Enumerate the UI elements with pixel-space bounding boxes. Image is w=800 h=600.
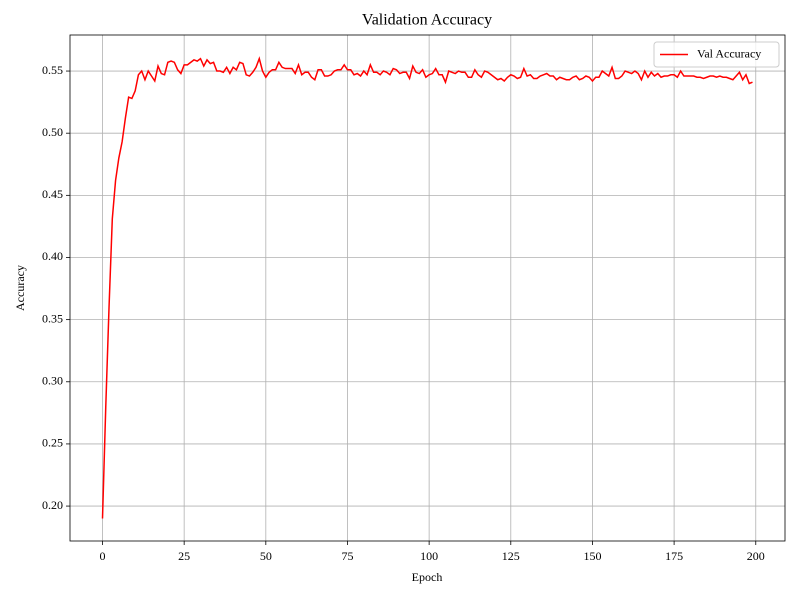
legend-label: Val Accuracy bbox=[697, 46, 761, 60]
y-axis-label: Accuracy bbox=[13, 265, 27, 311]
y-tick-label: 0.35 bbox=[42, 311, 63, 325]
chart-title: Validation Accuracy bbox=[362, 12, 492, 29]
y-tick-label: 0.50 bbox=[42, 125, 63, 139]
x-tick-label: 175 bbox=[665, 549, 683, 563]
legend-box bbox=[653, 41, 780, 68]
x-tick-label: 200 bbox=[747, 549, 765, 563]
x-tick-label: 75 bbox=[341, 549, 353, 563]
x-tick-label: 0 bbox=[100, 549, 106, 563]
y-tick-label: 0.30 bbox=[42, 374, 63, 388]
y-tick-label: 0.55 bbox=[42, 63, 63, 77]
data-line bbox=[101, 56, 753, 519]
x-tick-label: 125 bbox=[502, 549, 520, 563]
y-tick-label: 0.45 bbox=[42, 187, 63, 201]
y-tick-label: 0.20 bbox=[42, 498, 63, 512]
x-tick-label: 150 bbox=[583, 549, 601, 563]
x-axis-label: Epoch bbox=[412, 570, 443, 584]
x-tick-label: 50 bbox=[260, 549, 272, 563]
plot-frame bbox=[69, 34, 786, 542]
x-tick-label: 25 bbox=[178, 549, 190, 563]
x-tick-label: 100 bbox=[420, 549, 438, 563]
y-tick-label: 0.40 bbox=[42, 249, 63, 263]
y-tick-label: 0.25 bbox=[42, 436, 63, 450]
